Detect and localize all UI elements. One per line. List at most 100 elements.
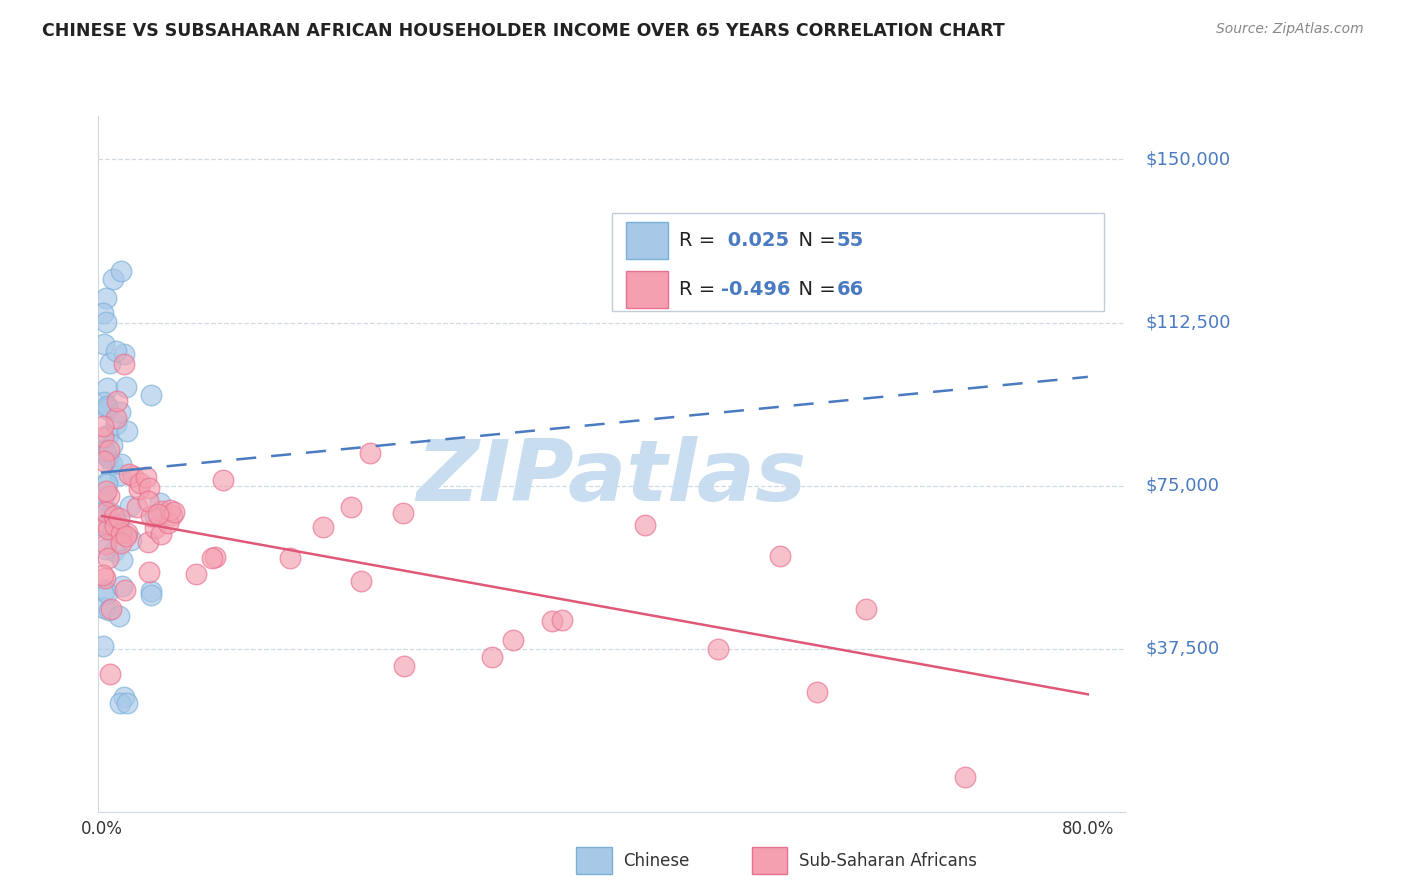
Point [93, 504, 115, 518]
Point [160, 508, 183, 523]
Point [481, 649, 503, 664]
Point [103, 509, 125, 524]
Point [97, 603, 120, 617]
Point [138, 565, 160, 579]
Point [204, 549, 226, 564]
Text: 0.025: 0.025 [721, 231, 789, 250]
Point [120, 533, 142, 547]
Point [94, 542, 117, 557]
Text: ZIPatlas: ZIPatlas [416, 436, 807, 519]
Point [110, 263, 132, 277]
Point [211, 473, 233, 487]
Text: N =: N = [786, 231, 842, 250]
Point [97, 428, 120, 442]
Point [108, 511, 131, 525]
Point [96, 475, 118, 490]
Point [159, 503, 181, 517]
Point [93, 583, 115, 598]
Point [96, 399, 118, 413]
Point [128, 482, 150, 496]
Point [97, 523, 120, 537]
Point [139, 509, 162, 524]
Point [200, 550, 222, 565]
Point [97, 550, 120, 565]
Point [117, 424, 139, 438]
Point [104, 519, 127, 533]
Point [138, 481, 160, 495]
Point [110, 579, 132, 593]
Point [114, 380, 136, 394]
Point [93, 394, 115, 409]
Point [96, 381, 118, 395]
Text: Sub-Saharan Africans: Sub-Saharan Africans [799, 852, 977, 870]
Point [112, 347, 135, 361]
Point [953, 770, 976, 784]
Text: CHINESE VS SUBSAHARAN AFRICAN HOUSEHOLDER INCOME OVER 65 YEARS CORRELATION CHART: CHINESE VS SUBSAHARAN AFRICAN HOUSEHOLDE… [42, 22, 1005, 40]
Point [93, 337, 115, 351]
Text: 55: 55 [837, 231, 863, 250]
Point [136, 534, 159, 549]
Text: $112,500: $112,500 [1146, 313, 1232, 332]
Point [96, 484, 118, 499]
Point [141, 583, 163, 598]
Point [340, 500, 363, 514]
Point [145, 508, 167, 523]
Text: N =: N = [786, 280, 842, 299]
Point [550, 614, 572, 628]
Point [93, 443, 115, 458]
Point [149, 527, 172, 541]
Point [139, 588, 162, 602]
Point [100, 666, 122, 681]
Point [114, 583, 136, 598]
Point [541, 614, 564, 628]
Point [101, 522, 124, 536]
Point [94, 537, 117, 551]
Point [94, 444, 117, 458]
Point [112, 357, 135, 371]
Point [93, 454, 115, 468]
Point [110, 457, 132, 471]
Point [93, 430, 115, 444]
Point [146, 507, 169, 521]
Point [97, 450, 120, 465]
Point [108, 608, 131, 623]
Point [312, 520, 335, 534]
Point [129, 475, 152, 490]
Point [163, 505, 186, 519]
Point [111, 553, 134, 567]
Point [93, 519, 115, 533]
Point [806, 684, 828, 698]
Point [97, 489, 120, 503]
Point [108, 468, 131, 483]
Point [149, 496, 172, 510]
Point [855, 602, 877, 616]
Point [121, 468, 143, 483]
Point [93, 639, 115, 653]
Point [96, 477, 118, 491]
Text: $150,000: $150,000 [1146, 151, 1232, 169]
Point [135, 470, 157, 484]
Point [101, 438, 124, 452]
Point [634, 518, 657, 533]
Text: $37,500: $37,500 [1146, 640, 1220, 657]
Point [108, 696, 131, 710]
Point [94, 291, 117, 305]
Point [103, 272, 125, 286]
Point [502, 633, 524, 648]
Point [100, 457, 122, 471]
Point [94, 571, 117, 585]
Point [115, 526, 138, 541]
Point [125, 500, 148, 514]
Text: Chinese: Chinese [623, 852, 689, 870]
Point [105, 393, 128, 408]
Point [359, 445, 381, 459]
Text: Source: ZipAtlas.com: Source: ZipAtlas.com [1216, 22, 1364, 37]
Point [98, 356, 121, 370]
Text: $75,000: $75,000 [1146, 476, 1220, 494]
Point [184, 567, 207, 582]
Point [93, 419, 115, 434]
Point [93, 568, 115, 582]
Point [143, 521, 166, 535]
Text: R =: R = [679, 280, 721, 299]
Point [108, 405, 131, 419]
